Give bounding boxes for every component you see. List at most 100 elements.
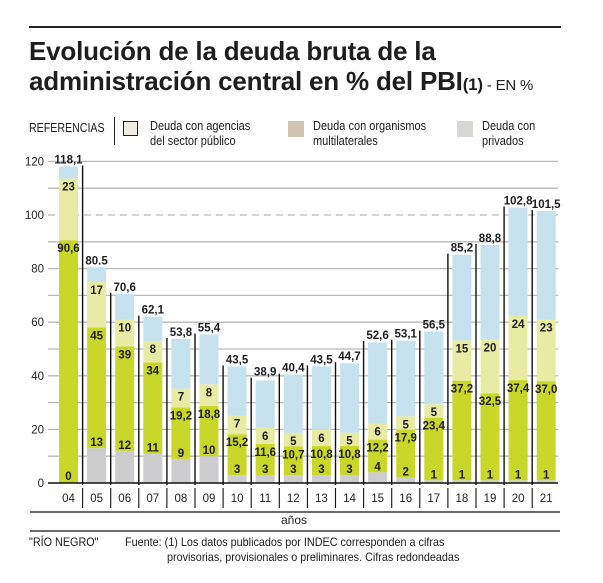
x-tick-label: 08	[175, 493, 188, 505]
segment-value-label: 1	[431, 469, 438, 481]
legend-label: Deuda con organismos	[313, 119, 427, 133]
footnote-line2: provisorias, provisionales o preliminare…	[167, 550, 460, 564]
segment-value-label: 34	[146, 365, 159, 377]
bar-segment	[480, 480, 500, 483]
bar-segment	[171, 388, 191, 408]
legend-label: del sector público	[150, 134, 236, 148]
segment-value-label: 5	[402, 419, 409, 431]
bar-segment	[536, 480, 556, 483]
bar-total-label: 101,5	[532, 199, 561, 211]
segment-value-label: 13	[90, 437, 103, 449]
chart-title-line2: administración central en % del PBI(1) -…	[29, 66, 533, 97]
bar-segment	[311, 366, 331, 430]
x-tick-label: 06	[118, 493, 131, 505]
bar-total-label: 56,5	[423, 320, 446, 332]
x-tick-label: 19	[484, 493, 497, 505]
bar-segment	[87, 267, 107, 282]
y-axis-ticks: 0 20 40 60 80 100 120	[25, 156, 44, 490]
legend-divider	[114, 117, 115, 145]
bar-separators	[81, 165, 533, 508]
bar-segment	[480, 245, 500, 340]
bar-segment	[452, 380, 472, 481]
segment-value-label: 37,0	[535, 384, 557, 396]
segment-value-label: 2	[402, 467, 408, 479]
segment-value-label: 7	[234, 418, 240, 430]
bar-total-label: 80.5	[85, 255, 108, 267]
legend-label: Deuda con	[482, 119, 536, 133]
bar-segment	[283, 432, 303, 447]
segment-value-label: 20	[484, 343, 497, 355]
bar-segment	[115, 319, 135, 347]
legend-label: privados	[482, 134, 524, 148]
x-tick-label: 11	[259, 493, 271, 505]
segment-value-label: 10	[203, 445, 216, 457]
segment-value-label: 8	[206, 387, 213, 399]
bar-total-label: 38,9	[254, 367, 276, 379]
bar-segment	[480, 393, 500, 481]
bar-segment	[452, 480, 472, 483]
bar-segment	[143, 316, 163, 341]
x-tick-label: 10	[231, 493, 244, 505]
source-credit: "RÍO NEGRO"	[29, 535, 99, 549]
segment-value-label: 5	[431, 407, 438, 419]
bar-segment	[87, 448, 107, 483]
y-tick-label: 100	[25, 210, 44, 222]
bar-total-label: 102,8	[504, 195, 533, 207]
legend-item-agencias: Deuda con agencias del sector público	[150, 119, 250, 149]
bar-segment	[171, 458, 191, 483]
bar-segment	[255, 474, 275, 483]
segment-value-label: 45	[90, 331, 103, 343]
bar-segment	[199, 334, 219, 385]
bar-segment	[143, 362, 163, 454]
bar-total-label: 62,1	[142, 305, 165, 317]
segment-value-label: 10	[118, 323, 131, 335]
segment-value-label: 5	[346, 436, 353, 448]
bar-segment	[143, 453, 163, 483]
chart-title-line1: Evolución de la deuda bruta de la	[29, 36, 436, 66]
bar-segment	[59, 166, 78, 179]
bar-segment	[311, 429, 331, 447]
bar-segment	[452, 340, 472, 381]
segment-value-label: 3	[290, 464, 296, 476]
x-tick-label: 04	[62, 493, 75, 505]
bar-total-label: 40,4	[282, 363, 305, 375]
bar-segment	[311, 474, 331, 483]
bar-total-label: 85,2	[451, 243, 473, 255]
bar-segment	[283, 374, 303, 433]
x-tick-label: 14	[343, 493, 356, 505]
bar-segment	[255, 380, 275, 428]
bar-segment	[508, 380, 528, 481]
segment-value-label: 1	[543, 469, 550, 481]
data-labels: 090,623118,113451780.512391070,61134862,…	[54, 154, 561, 483]
bar-segment	[199, 405, 219, 457]
x-tick-label: 15	[371, 493, 384, 505]
bar-segment	[536, 319, 556, 382]
legend-item-multilaterales: Deuda con organismos multilaterales	[313, 119, 426, 149]
bar-segment	[536, 210, 556, 320]
segment-value-label: 4	[374, 461, 381, 473]
bar-segment	[340, 432, 359, 447]
bar-segment	[424, 331, 444, 405]
segment-value-label: 1	[459, 469, 466, 481]
x-tick-label: 20	[512, 493, 525, 505]
y-tick-label: 20	[31, 424, 44, 436]
bar-segment	[508, 480, 528, 483]
segment-value-label: 37,2	[451, 384, 473, 396]
bar-segment	[368, 423, 388, 440]
segment-value-label: 24	[512, 319, 525, 331]
bar-segment	[424, 404, 444, 418]
segment-value-label: 12	[118, 440, 131, 452]
x-tick-label: 05	[90, 493, 103, 505]
bar-segment	[171, 407, 191, 459]
unit-label: - EN %	[482, 77, 534, 94]
bar-segment	[424, 480, 444, 483]
bar-segment	[87, 327, 107, 449]
segment-value-label: 15	[456, 343, 469, 355]
bar-total-label: 118,1	[54, 154, 83, 166]
segment-value-label: 6	[318, 433, 324, 445]
x-tick-label: 18	[456, 493, 469, 505]
segment-value-label: 1	[515, 469, 522, 481]
legend-swatch-privados	[457, 121, 473, 137]
segment-value-label: 18,8	[198, 409, 221, 421]
bar-segment	[115, 450, 135, 483]
